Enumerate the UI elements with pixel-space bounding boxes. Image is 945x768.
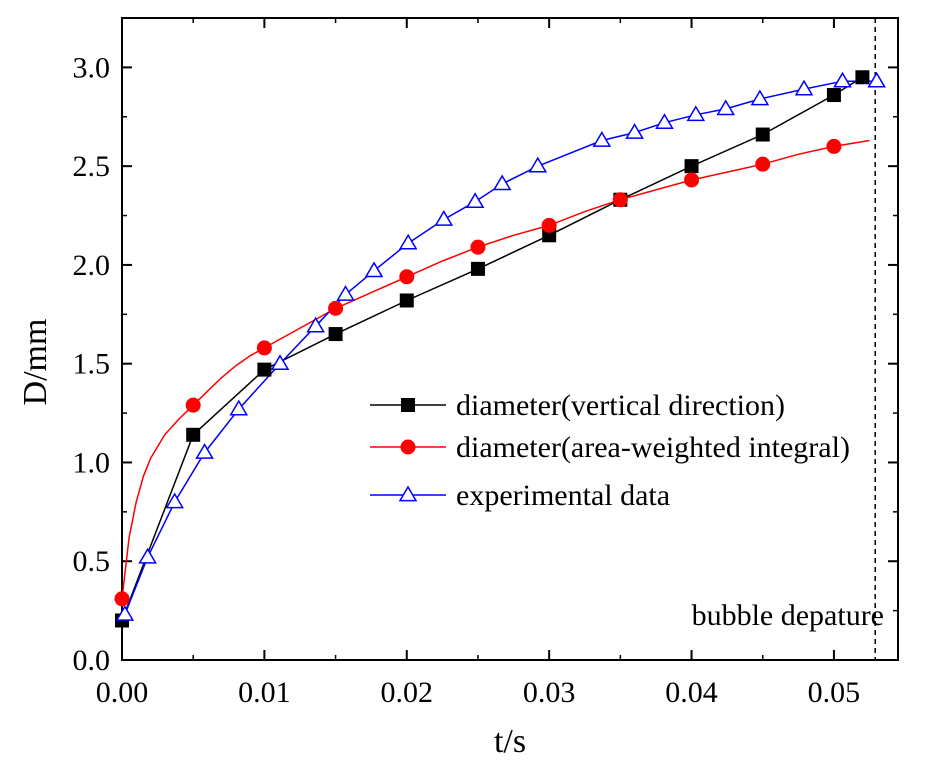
data-point-series-3 <box>592 130 612 147</box>
x-axis-title: t/s <box>494 723 526 760</box>
data-point-series-1 <box>186 427 201 442</box>
data-point-series-3 <box>655 113 674 130</box>
data-point-series-3 <box>165 492 184 509</box>
data-point-series-2 <box>826 138 842 154</box>
data-point-series-2 <box>541 217 557 233</box>
data-point-series-3 <box>794 79 814 96</box>
x-tick-label: 0.01 <box>238 676 291 709</box>
data-point-series-2 <box>328 300 344 316</box>
data-point-series-2 <box>114 591 130 607</box>
data-point-series-3 <box>492 174 512 191</box>
data-point-series-1 <box>257 362 272 377</box>
data-point-series-3 <box>364 261 384 278</box>
data-point-series-1 <box>399 293 414 308</box>
bubble-departure-annotation: bubble depature <box>692 599 884 632</box>
y-tick-label: 0.5 <box>73 545 111 578</box>
data-point-series-3 <box>336 285 355 301</box>
legend-label: diameter(vertical direction) <box>456 389 785 422</box>
data-point-series-3 <box>528 156 548 173</box>
x-tick-label: 0.00 <box>96 676 149 709</box>
plot-frame <box>121 17 899 661</box>
data-point-series-2 <box>612 192 628 208</box>
series-line-2 <box>121 139 870 599</box>
y-tick-label: 2.5 <box>73 150 111 183</box>
legend-marker <box>398 485 418 502</box>
data-point-series-2 <box>256 340 272 356</box>
data-point-series-1 <box>855 70 870 85</box>
data-point-series-3 <box>716 99 736 116</box>
y-tick-label: 1.0 <box>73 446 111 479</box>
data-point-series-1 <box>755 127 770 142</box>
data-point-series-3 <box>115 605 135 621</box>
data-point-series-1 <box>826 88 841 103</box>
data-point-series-3 <box>465 192 485 209</box>
x-tick-label: 0.04 <box>665 676 718 709</box>
data-point-series-1 <box>328 327 343 342</box>
data-point-series-3 <box>306 316 325 333</box>
y-tick-label: 2.0 <box>73 249 111 282</box>
data-point-series-2 <box>470 239 486 255</box>
data-point-series-3 <box>434 210 454 226</box>
series-line-1 <box>121 76 863 621</box>
data-point-series-3 <box>398 233 418 250</box>
data-point-series-3 <box>750 89 770 106</box>
legend-label: experimental data <box>456 479 670 512</box>
data-point-series-2 <box>684 172 700 188</box>
y-axis-title: D/mm <box>17 319 54 406</box>
data-point-series-2 <box>755 156 771 172</box>
y-tick-label: 3.0 <box>73 51 111 84</box>
x-tick-label: 0.05 <box>808 676 861 709</box>
x-tick-label: 0.03 <box>523 676 576 709</box>
data-point-series-3 <box>195 443 214 459</box>
data-point-series-3 <box>625 123 644 139</box>
legend-label: diameter(area-weighted integral) <box>456 431 850 464</box>
data-point-series-3 <box>686 105 706 122</box>
data-point-series-3 <box>833 71 852 88</box>
data-point-series-2 <box>399 269 415 285</box>
data-point-series-1 <box>684 159 699 174</box>
legend-marker <box>401 398 415 412</box>
data-point-series-1 <box>470 261 485 276</box>
data-point-series-3 <box>270 354 290 371</box>
y-tick-label: 1.5 <box>73 348 111 381</box>
legend-marker <box>400 439 416 455</box>
data-point-series-3 <box>138 547 157 564</box>
y-tick-label: 0.0 <box>73 644 111 677</box>
x-tick-label: 0.02 <box>381 676 434 709</box>
data-point-series-3 <box>229 399 249 416</box>
data-point-series-3 <box>867 71 886 88</box>
data-point-series-2 <box>185 397 201 413</box>
